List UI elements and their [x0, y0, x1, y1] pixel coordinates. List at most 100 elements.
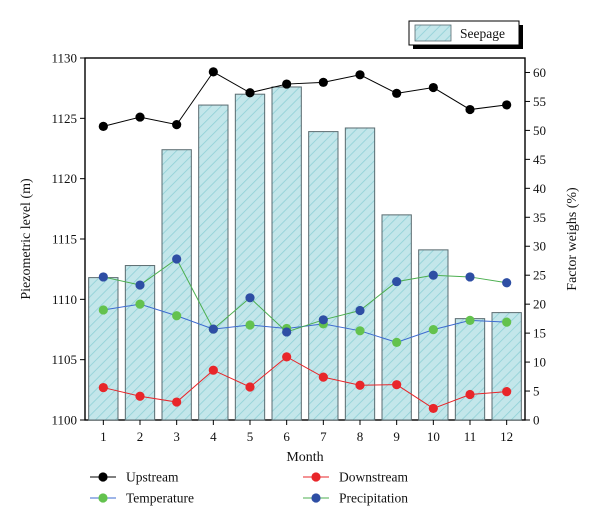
seepage-legend-swatch: [414, 24, 452, 42]
x-tick-label: 11: [464, 429, 477, 444]
bars: [88, 86, 522, 421]
precipitation-point-month-4: [208, 324, 218, 334]
left-y-tick-label: 1130: [51, 51, 77, 66]
temperature-point-month-9: [392, 337, 402, 347]
bar-seepage-month-11: [454, 318, 486, 421]
downstream-point-month-4: [208, 365, 218, 375]
temperature-point-month-12: [502, 317, 512, 327]
upstream-legend-marker: [98, 472, 108, 482]
right-y-tick-label: 55: [533, 94, 546, 109]
downstream-point-month-2: [135, 391, 145, 401]
left-y-tick-label: 1105: [51, 352, 77, 367]
upstream-point-month-11: [465, 104, 475, 115]
right-y-tick-label: 50: [533, 123, 546, 138]
upstream-point-month-3: [172, 120, 182, 130]
precipitation-point-month-9: [392, 276, 402, 287]
temperature-point-month-8: [355, 326, 365, 336]
precipitation-point-month-8: [355, 305, 365, 316]
right-y-tick-label: 15: [533, 326, 546, 341]
x-tick-label: 2: [137, 429, 144, 444]
left-axis-title: Piezometric level (m): [19, 178, 34, 300]
downstream-point-month-6: [282, 352, 292, 362]
bottom-legend: Upstream Downstream Temperature Precipitati…: [90, 470, 408, 506]
temperature-point-month-3: [172, 311, 182, 321]
seepage-legend: Seepage: [408, 20, 523, 49]
upstream-point-month-10: [428, 82, 438, 93]
downstream-legend-marker: [311, 472, 321, 482]
temperature-point-month-10: [428, 325, 438, 335]
downstream-point-month-12: [502, 387, 512, 397]
upstream-point-month-7: [318, 77, 328, 87]
upstream-line: [103, 71, 507, 127]
downstream-point-month-10: [428, 403, 438, 414]
precipitation-point-month-2: [135, 280, 145, 290]
bar-seepage-month-12: [491, 312, 522, 421]
precipitation-point-month-1: [98, 272, 108, 282]
precipitation-point-month-11: [465, 272, 475, 282]
downstream-point-month-5: [245, 382, 255, 392]
downstream-legend-label: Downstream: [339, 470, 408, 485]
right-y-tick-label: 5: [533, 384, 540, 399]
upstream-point-month-4: [208, 67, 218, 77]
precipitation-point-month-6: [282, 327, 292, 337]
x-tick-label: 7: [320, 429, 327, 444]
precipitation-legend-label: Precipitation: [339, 491, 408, 506]
bar-seepage-month-5: [234, 93, 266, 421]
right-axis-title: Factor weighs (%): [565, 187, 580, 291]
precipitation-point-month-7: [318, 315, 328, 325]
downstream-point-month-7: [318, 372, 328, 382]
x-tick-label: 4: [210, 429, 217, 444]
bar-seepage-month-8: [344, 127, 376, 421]
upstream-point-month-6: [282, 79, 292, 89]
temperature-point-month-11: [465, 315, 475, 325]
x-tick-label: 9: [393, 429, 400, 444]
precipitation-point-month-12: [502, 278, 512, 288]
right-y-tick-label: 40: [533, 181, 546, 196]
precipitation-line: [103, 258, 507, 333]
x-tick-label: 12: [500, 429, 513, 444]
right-y-tick-label: 20: [533, 297, 546, 312]
x-axis-title: Month: [286, 450, 323, 465]
right-y-tick-label: 10: [533, 355, 546, 370]
left-y-tick-label: 1115: [52, 232, 77, 247]
x-tick-label: 8: [357, 429, 364, 444]
upstream-point-month-12: [502, 100, 512, 110]
x-tick-label: 3: [173, 429, 180, 444]
precipitation-point-month-3: [172, 254, 182, 264]
temperature-point-month-5: [245, 320, 255, 330]
x-tick-label: 6: [283, 429, 290, 444]
left-y-tick-label: 1125: [51, 111, 77, 126]
downstream-line: [103, 356, 507, 409]
right-y-tick-label: 45: [533, 152, 546, 167]
right-y-tick-label: 35: [533, 210, 546, 225]
upstream-point-month-8: [355, 70, 365, 80]
downstream-point-month-8: [355, 380, 365, 390]
precipitation-point-month-10: [428, 270, 438, 280]
temperature-point-month-2: [135, 299, 145, 309]
downstream-point-month-3: [172, 397, 182, 407]
precipitation-legend-marker: [311, 493, 321, 503]
right-y-tick-label: 60: [533, 65, 546, 80]
bar-seepage-month-6: [271, 86, 302, 421]
upstream-point-month-5: [245, 88, 255, 98]
upstream-legend-label: Upstream: [126, 470, 179, 485]
upstream-point-month-9: [392, 88, 402, 98]
upstream-point-month-1: [98, 121, 108, 131]
upstream-point-month-2: [135, 112, 145, 122]
downstream-point-month-9: [392, 380, 402, 390]
seepage-legend-label: Seepage: [460, 26, 505, 41]
left-y-tick-label: 1120: [51, 171, 77, 186]
series-lines: [98, 67, 512, 414]
left-y-tick-label: 1100: [51, 413, 77, 428]
precipitation-point-month-5: [245, 293, 255, 303]
x-tick-label: 5: [247, 429, 254, 444]
right-y-tick-label: 30: [533, 239, 546, 254]
bar-seepage-month-3: [161, 149, 192, 421]
temperature-point-month-1: [98, 305, 108, 315]
bar-seepage-month-1: [88, 277, 119, 421]
right-y-tick-label: 0: [533, 413, 540, 428]
x-tick-label: 10: [427, 429, 440, 444]
downstream-point-month-11: [465, 389, 475, 400]
x-tick-label: 1: [100, 429, 107, 444]
